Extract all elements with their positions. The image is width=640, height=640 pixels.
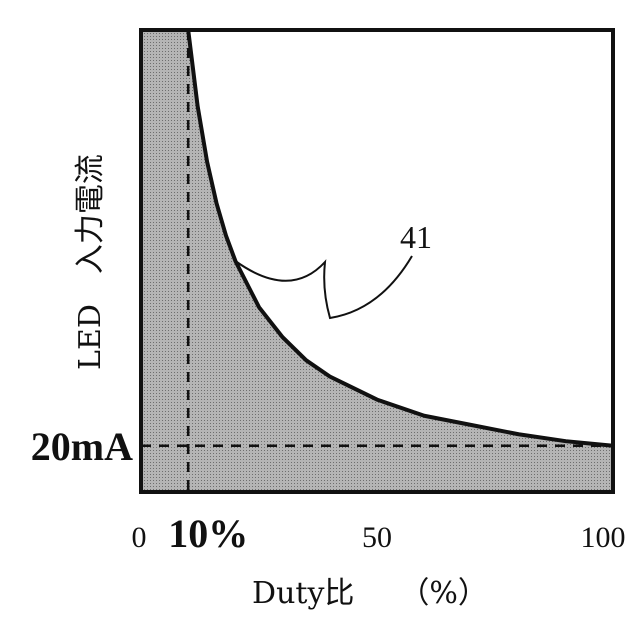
x-tick-label: 10% — [168, 511, 248, 556]
x-axis-title: Duty比 （%） — [252, 576, 488, 611]
y-axis-title: LED 入力電流 — [73, 154, 108, 370]
annotation-label: 41 — [400, 219, 432, 255]
x-tick-label: 50 — [362, 521, 392, 554]
x-tick-label: 0 — [132, 521, 147, 554]
y-reference-label: 20mA — [31, 424, 133, 469]
x-tick-label: 100 — [581, 521, 626, 554]
area-fill — [141, 30, 613, 492]
